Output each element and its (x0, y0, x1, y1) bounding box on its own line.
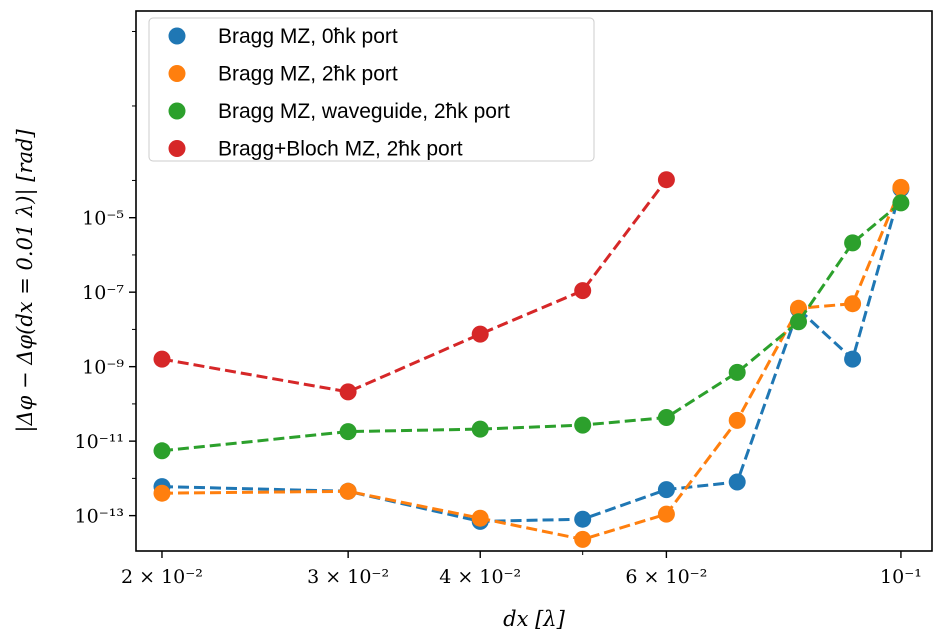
axes-layer: 2 × 10⁻² 3 × 10⁻² 4 × 10⁻² 6 × 10⁻² 10⁻¹ 10⁻¹… (75, 30, 922, 588)
data-point (844, 350, 862, 368)
y-axis-label: |Δφ − Δφ(dx = 0.01 λ)| [rad] (13, 129, 38, 433)
plot-frame (135, 10, 933, 552)
legend-marker (168, 102, 186, 120)
data-point (574, 510, 592, 528)
data-point (728, 363, 746, 381)
data-point (892, 194, 910, 212)
data-point (574, 282, 592, 300)
data-point (153, 442, 171, 460)
legend: Bragg MZ, 0ħk port Bragg MZ, 2ħk port Brag… (148, 17, 595, 162)
y-tick-label: 10⁻¹¹ (75, 431, 124, 453)
legend-marker (168, 140, 186, 157)
x-tick-label: 10⁻¹ (880, 566, 922, 588)
legend-label: Bragg+Bloch MZ, 2ħk port (218, 138, 463, 161)
data-point (339, 383, 357, 401)
data-point (790, 313, 807, 331)
x-tick-label: 3 × 10⁻² (307, 566, 389, 588)
data-point (790, 299, 807, 317)
legend-label: Bragg MZ, waveguide, 2ħk port (218, 100, 510, 123)
y-tick-label: 10⁻⁷ (82, 282, 124, 304)
data-point (153, 350, 171, 368)
y-tick-label: 10⁻¹³ (75, 506, 124, 528)
data-point (339, 482, 357, 500)
data-point (657, 409, 675, 426)
data-point (471, 420, 489, 438)
legend-label: Bragg MZ, 0ħk port (218, 25, 398, 48)
data-point (153, 484, 171, 502)
data-point (574, 416, 592, 434)
legend-marker (168, 65, 186, 82)
data-point (728, 473, 746, 491)
data-point (844, 234, 862, 252)
data-point (471, 509, 489, 527)
legend-box (148, 17, 595, 162)
series-line (161, 178, 668, 394)
y-tick-label: 10⁻⁹ (82, 357, 124, 379)
y-tick-label: 10⁻⁵ (82, 208, 124, 230)
data-point (844, 295, 862, 313)
data-point (657, 505, 675, 523)
data-point (728, 411, 746, 429)
x-axis-label: dx [λ] (503, 607, 565, 631)
data-point (574, 530, 592, 548)
x-tick-label: 2 × 10⁻² (121, 566, 203, 588)
series-layer (153, 171, 910, 548)
x-tick-label: 6 × 10⁻² (625, 566, 707, 588)
x-tick-label: 4 × 10⁻² (439, 566, 521, 588)
data-point (471, 325, 489, 343)
legend-label: Bragg MZ, 2ħk port (218, 63, 398, 86)
data-point (892, 178, 910, 196)
data-point (657, 481, 675, 499)
legend-marker (168, 27, 186, 45)
data-point (657, 171, 675, 189)
data-point (339, 423, 357, 441)
